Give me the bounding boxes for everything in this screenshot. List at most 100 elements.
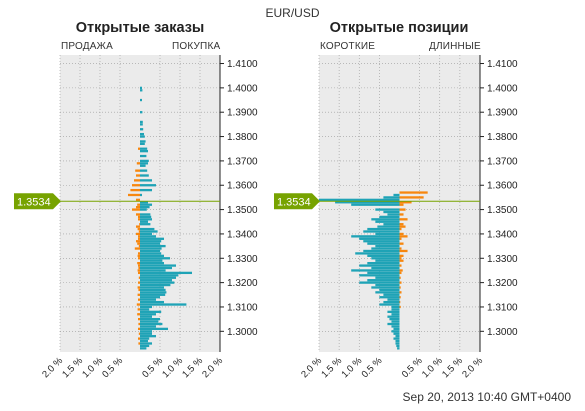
orders-bar	[132, 184, 140, 187]
orders-x-tick-label: 2.0 %	[200, 355, 225, 380]
orders-bar	[140, 193, 142, 197]
positions-bar	[351, 203, 400, 206]
orders-bar	[137, 293, 140, 296]
positions-bar	[399, 300, 401, 304]
positions-bar	[367, 271, 400, 275]
positions-bar	[383, 196, 400, 199]
orders-bar	[140, 313, 156, 316]
positions-bar	[391, 325, 400, 328]
orders-bar	[136, 232, 140, 236]
orders-bar	[140, 123, 143, 126]
positions-bar	[393, 337, 400, 340]
positions-bar	[387, 315, 400, 318]
positions-bar	[375, 276, 400, 279]
positions-bar	[375, 232, 400, 236]
orders-y-tick-label: 1.3800	[227, 132, 258, 143]
orders-bar	[140, 308, 150, 311]
positions-bar	[399, 269, 403, 272]
positions-bar	[355, 252, 400, 255]
positions-bar	[367, 254, 400, 257]
positions-bar	[375, 291, 400, 294]
orders-bar	[140, 184, 156, 187]
orders-bar	[138, 281, 140, 284]
orders-bar	[140, 147, 148, 150]
orders-x-tick-label: 0.5 %	[140, 355, 165, 380]
positions-bar	[371, 247, 400, 250]
positions-bar	[383, 223, 400, 226]
positions-bar	[399, 249, 408, 253]
orders-bar	[138, 337, 140, 340]
positions-bar	[399, 305, 401, 309]
orders-y-tick-label: 1.3900	[227, 108, 258, 119]
positions-bar	[399, 232, 404, 236]
positions-bar	[379, 288, 400, 292]
timestamp: Sep 20, 2013 10:40 GMT+0400	[402, 390, 571, 404]
orders-x-tick-label: 1.5 %	[180, 355, 205, 380]
orders-bar	[140, 254, 164, 257]
orders-bar	[138, 342, 140, 345]
orders-bar	[137, 254, 140, 257]
orders-bar	[140, 271, 192, 275]
orders-bar	[140, 281, 175, 284]
positions-bar	[399, 254, 404, 257]
positions-bar	[393, 332, 400, 335]
orders-bar	[140, 111, 143, 114]
orders-bar	[140, 286, 164, 289]
positions-y-tick-label: 1.3700	[487, 156, 518, 167]
positions-bar	[319, 198, 400, 201]
positions-price-marker	[274, 193, 320, 210]
positions-bar	[399, 218, 408, 221]
orders-bar	[138, 218, 140, 221]
positions-bar	[359, 274, 400, 277]
orders-y-tick-label: 1.3300	[227, 254, 258, 265]
orders-bar	[140, 315, 152, 318]
positions-bar	[391, 308, 400, 311]
positions-bar	[377, 225, 400, 228]
orders-price-marker	[14, 193, 61, 210]
positions-bar	[399, 213, 404, 216]
positions-bar	[399, 208, 406, 211]
positions-bar	[399, 291, 402, 294]
orders-bar	[140, 296, 160, 299]
orders-bar	[138, 235, 140, 238]
positions-bar	[395, 342, 400, 345]
orders-bar	[140, 213, 151, 216]
positions-price-label: 1.3534	[277, 196, 311, 208]
orders-panel-title: Открытые заказы	[75, 20, 205, 36]
orders-bar	[140, 230, 158, 233]
orders-bar	[140, 347, 147, 350]
orders-bar	[140, 232, 152, 236]
orders-bar	[140, 201, 148, 204]
orders-bar	[138, 271, 140, 275]
orders-bar	[140, 98, 142, 102]
orders-bar	[140, 247, 162, 250]
orders-x-tick-label: 1.0 %	[160, 355, 185, 380]
positions-bar	[371, 218, 400, 221]
positions-bar	[383, 293, 400, 296]
positions-y-tick-label: 1.4100	[487, 59, 518, 70]
orders-bar	[140, 332, 152, 335]
orders-bar	[140, 266, 172, 270]
positions-bar	[393, 193, 400, 197]
orders-bar	[140, 237, 164, 240]
positions-bar	[375, 244, 400, 248]
orders-left-label: ПРОДАЖА	[61, 41, 113, 52]
orders-bar	[136, 240, 140, 243]
positions-bar	[387, 322, 400, 326]
positions-bar	[399, 242, 404, 245]
orders-bar	[140, 261, 164, 265]
orders-y-tick-label: 1.3400	[227, 229, 258, 240]
orders-bar	[140, 322, 163, 326]
orders-x-tick-label: 0.5 %	[100, 355, 125, 380]
orders-bar	[128, 193, 140, 197]
positions-bar	[399, 237, 402, 240]
positions-bar	[391, 305, 400, 309]
orders-bar	[140, 162, 148, 165]
positions-bar	[379, 296, 400, 299]
orders-bar	[140, 203, 152, 206]
orders-bar	[140, 240, 162, 243]
orders-bar	[140, 227, 155, 231]
orders-bar	[137, 242, 140, 245]
orders-bar	[140, 305, 152, 309]
